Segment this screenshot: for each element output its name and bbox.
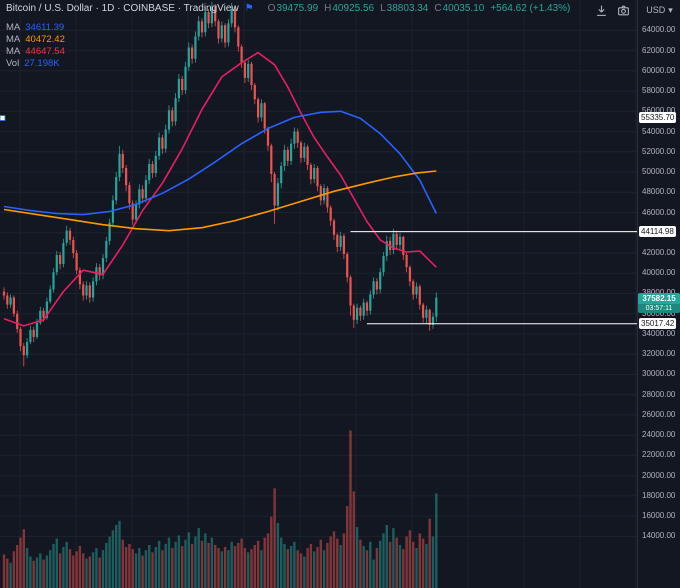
indicator-legend: MA 34611.39 MA 40472.42 MA 44647.54 Vol … [6,21,65,69]
high-value: 40925.56 [332,3,375,14]
ma-value: 44647.54 [25,45,65,57]
price-tick-label: 36000.00 [642,308,676,318]
price-tick-label: 52000.00 [642,146,676,156]
download-icon[interactable] [595,4,608,17]
price-tick-label: 56000.00 [642,106,676,116]
currency-selector[interactable]: USD ▾ [638,0,680,20]
ma-value: 34611.39 [25,21,65,33]
price-axis[interactable]: USD ▾ 64000.00 62000.00 60000.00 58000.00 56… [637,0,680,588]
price-tick-label: 32000.00 [642,349,676,359]
price-tick-label: 40000.00 [642,268,676,278]
ohlc-readout: O 39475.99 H 40925.56 L 38803.34 C 40035.10 … [268,3,571,14]
symbol-title[interactable]: Bitcoin / U.S. Dollar · 1D · COINBASE · … [6,3,239,14]
ma-label: MA [6,21,21,33]
open-label: O [267,3,276,14]
ma-label: MA [6,33,21,45]
level-price-label: 35017.42 [639,317,677,329]
ohlc-low: L 38803.34 [380,3,428,14]
volume-label: Vol [6,57,20,69]
price-tick-label: 46000.00 [642,207,676,217]
price-tick-label: 58000.00 [642,86,676,96]
currency-label: USD [646,5,666,15]
last-price-label: 37582.15 03:57:11 [638,292,680,313]
close-value: 40035.10 [442,3,485,14]
ma-legend-row-3[interactable]: MA 44647.54 [6,45,65,57]
camera-icon[interactable] [617,4,630,17]
level-price-label: 55335.70 [639,112,677,124]
change-value: +564.62 (+1.43%) [490,3,571,14]
header-actions [595,4,630,17]
price-tick-label: 60000.00 [642,65,676,75]
level-price-label: 44114.98 [639,225,676,237]
low-value: 38803.34 [386,3,429,14]
ma-legend-row-1[interactable]: MA 34611.39 [6,21,65,33]
last-price-value: 37582.15 [642,293,676,303]
price-tick-label: 62000.00 [642,45,676,55]
price-tick-label: 22000.00 [642,450,676,460]
ma-legend-row-2[interactable]: MA 40472.42 [6,33,65,45]
close-label: C [434,3,442,14]
ohlc-close: C 40035.10 [434,3,484,14]
price-tick-label: 16000.00 [642,511,676,521]
price-tick-label: 18000.00 [642,490,676,500]
price-tick-label: 30000.00 [642,369,676,379]
ma-value: 40472.42 [25,33,65,45]
price-tick-label: 54000.00 [642,126,676,136]
price-tick-label: 24000.00 [642,430,676,440]
volume-value: 27.198K [24,57,60,69]
low-label: L [380,3,386,14]
flag-icon[interactable]: ⚑ [244,3,254,14]
ohlc-open: O 39475.99 [268,3,319,14]
caret-down-icon: ▾ [668,4,673,15]
price-tick-label: 34000.00 [642,328,676,338]
price-tick-label: 42000.00 [642,248,676,257]
chart-canvas[interactable] [0,0,637,588]
ohlc-high: H 40925.56 [324,3,374,14]
price-tick-label: 20000.00 [642,470,676,480]
price-tick-label: 48000.00 [642,187,676,197]
price-tick-label: 28000.00 [642,389,676,399]
price-tick-label: 64000.00 [642,25,676,35]
price-tick-label: 26000.00 [642,409,676,419]
bar-countdown: 03:57:11 [638,303,680,313]
high-label: H [324,3,332,14]
chart-header: Bitcoin / U.S. Dollar · 1D · COINBASE · … [6,3,570,14]
volume-legend-row[interactable]: Vol 27.198K [6,57,65,69]
price-tick-label: 14000.00 [642,531,676,541]
ma-label: MA [6,45,21,57]
price-tick-label: 50000.00 [642,167,676,177]
open-value: 39475.99 [276,3,319,14]
